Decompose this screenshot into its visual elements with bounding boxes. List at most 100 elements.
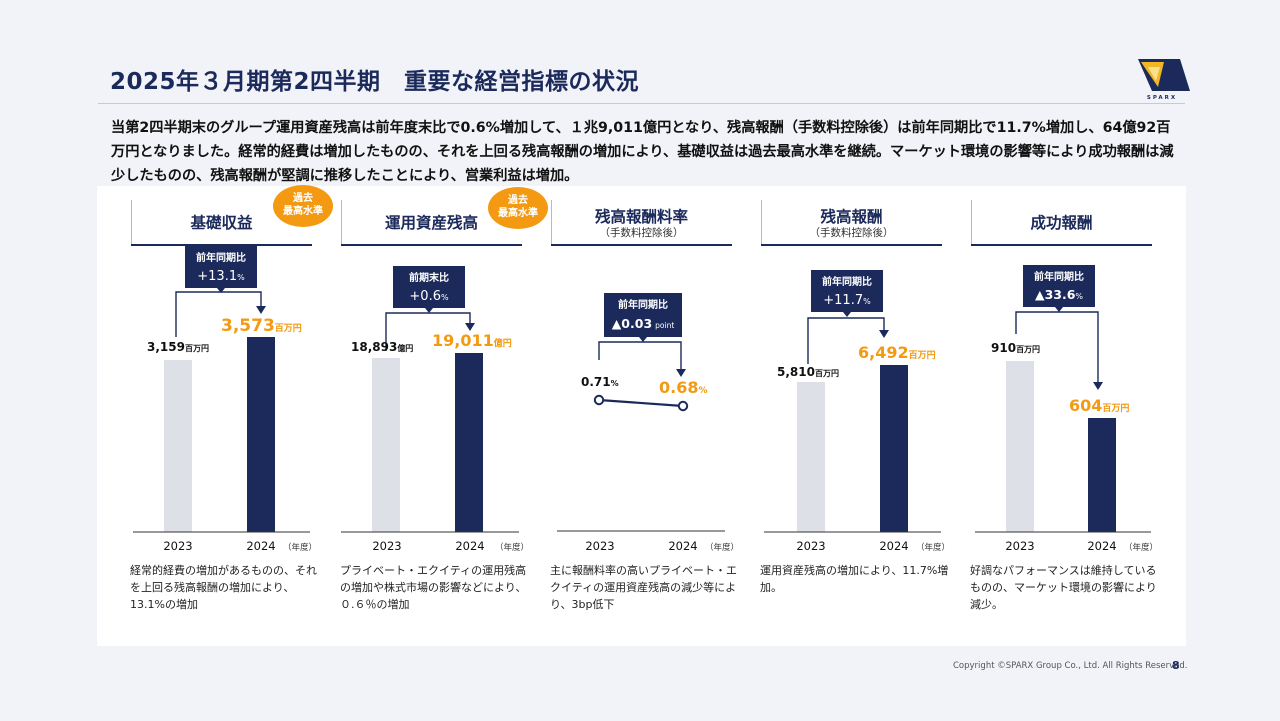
change-unit: %: [863, 297, 871, 306]
unit-2024: 百万円: [909, 350, 936, 361]
card-title: 成功報酬: [1030, 214, 1093, 232]
rate-point-2023: [593, 394, 605, 406]
change-box: [185, 246, 257, 288]
unit-2024: 百万円: [1102, 403, 1129, 414]
change-label: 前年同期比: [822, 275, 872, 288]
arrow-head: [256, 306, 266, 314]
x-label-2024: 2024: [246, 539, 275, 553]
card-note: 運用資産残高の増加により、11.7%増加。: [760, 564, 949, 594]
rate-line: [598, 398, 684, 408]
change-value: ▲0.03: [612, 316, 652, 331]
change-connector: [1015, 311, 1099, 384]
bar-2023: [164, 360, 192, 532]
x-label-2023: 2023: [163, 539, 192, 553]
chart-base-revenue: 前年同期比 +13.1% 3,159百万円 3,573百万円 2023 2024…: [133, 246, 317, 553]
change-unit: %: [441, 293, 449, 302]
card-note: プライベート・エクイティの運用残高の増加や株式市場の影響などにより、０.６％の増…: [340, 564, 527, 611]
card-header: 運用資産残高: [341, 200, 522, 246]
bar-2024: [880, 365, 908, 532]
change-unit: %: [1075, 292, 1083, 301]
fiscal-year-label: （年度）: [705, 542, 739, 553]
kpi-card-performance-fee: 成功報酬 前年同期比 ▲33.6% 910百万円 604百万円 2023 202…: [937, 186, 1158, 646]
page-title: 2025年３月期第2四半期 重要な経営指標の状況: [110, 69, 640, 95]
svg-text:+11.7%: +11.7%: [823, 293, 871, 308]
x-label-2024: 2024: [668, 539, 697, 553]
kpi-card-aum: 運用資産残高 過去 最高水準 前期末比 +0.6% 18,893億円 19,01…: [307, 186, 548, 646]
card-header: 残高報酬料率 （手数料控除後）: [551, 200, 732, 246]
card-subtitle: （手数料控除後）: [599, 227, 684, 239]
value-2024: 0.68: [659, 378, 698, 397]
change-connector: [385, 312, 471, 351]
x-label-2023: 2023: [1005, 539, 1034, 553]
change-box: [393, 266, 465, 308]
value-2024: 604: [1069, 396, 1102, 415]
value-2023: 0.71: [581, 375, 611, 389]
chart-performance-fee: 前年同期比 ▲33.6% 910百万円 604百万円 2023 2024 （年度…: [975, 265, 1158, 553]
rate-point-2024: [677, 400, 689, 412]
svg-text:3,573百万円: 3,573百万円: [221, 316, 302, 336]
change-box: [811, 270, 883, 312]
sparx-logo: SPARX: [1138, 59, 1190, 101]
unit-2023: 億円: [397, 343, 413, 353]
value-2024: 19,011: [432, 331, 494, 350]
value-2023: 3,159: [147, 340, 185, 354]
change-box: [1023, 265, 1095, 307]
card-note: 主に報酬料率の高いプライベート・エクイティの運用資産残高の減少等により、3bp低…: [550, 564, 737, 611]
kpi-card-management-fee: 残高報酬 （手数料控除後） 前年同期比 +11.7% 5,810百万円 6,49…: [727, 186, 950, 646]
card-note: 好調なパフォーマンスは維持しているものの、マーケット環境の影響により減少。: [970, 564, 1157, 611]
unit-2024: 百万円: [275, 323, 302, 334]
change-value: +11.7: [823, 293, 863, 308]
card-title: 基礎収益: [190, 214, 253, 232]
title-divider: [98, 103, 1185, 104]
card-title: 残高報酬料率: [594, 208, 688, 226]
x-label-2024: 2024: [879, 539, 908, 553]
bar-2023: [797, 382, 825, 532]
change-label: 前年同期比: [1034, 270, 1084, 283]
card-note: 経常的経費の増加があるものの、それを上回る残高報酬の増加により、13.1%の増加: [130, 564, 317, 611]
change-value: +0.6: [409, 289, 441, 304]
chart-fee-rate: 前年同期比 ▲0.03 point 0.71% 0.68% 2023 2024 （…: [557, 293, 739, 553]
x-label-2024: 2024: [1087, 539, 1116, 553]
svg-text:19,011億円: 19,011億円: [432, 331, 512, 350]
value-2024: 6,492: [858, 343, 909, 362]
bar-2023: [372, 358, 400, 532]
svg-text:910百万円: 910百万円: [991, 341, 1040, 355]
card-subtitle: （手数料控除後）: [809, 227, 894, 239]
unit-2023: 百万円: [1016, 345, 1040, 354]
unit-2023: %: [611, 379, 619, 388]
unit-2023: 百万円: [185, 344, 209, 353]
svg-text:604百万円: 604百万円: [1069, 396, 1129, 415]
svg-text:▲33.6%: ▲33.6%: [1035, 287, 1083, 302]
change-unit: point: [655, 321, 674, 330]
chart-management-fee: 前年同期比 +11.7% 5,810百万円 6,492百万円 2023 2024…: [764, 270, 950, 553]
svg-text:+0.6%: +0.6%: [409, 289, 449, 304]
fiscal-year-label: （年度）: [495, 542, 529, 553]
fiscal-year-label: （年度）: [283, 542, 317, 553]
x-label-2023: 2023: [372, 539, 401, 553]
change-label: 前期末比: [409, 271, 449, 284]
x-label-2023: 2023: [585, 539, 614, 553]
change-label: 前年同期比: [618, 298, 668, 311]
change-connector: [175, 291, 262, 337]
card-header: 基礎収益: [131, 200, 312, 246]
svg-text:18,893億円: 18,893億円: [351, 340, 413, 354]
unit-2024: 億円: [494, 337, 512, 349]
change-unit: %: [237, 273, 245, 282]
card-header: 残高報酬 （手数料控除後）: [761, 200, 942, 246]
page-number: 8: [1172, 659, 1180, 672]
arrow-head: [879, 330, 889, 338]
card-title: 残高報酬: [820, 208, 883, 226]
bar-2024: [247, 337, 275, 532]
fiscal-year-label: （年度）: [916, 542, 950, 553]
kpi-card-base-revenue: 基礎収益 過去 最高水準 前年同期比 +13.1% 3,159百万円 3,573…: [97, 185, 333, 646]
change-label: 前年同期比: [196, 251, 246, 264]
svg-text:0.71%: 0.71%: [581, 375, 619, 389]
arrow-head: [1093, 382, 1103, 390]
change-value: ▲33.6: [1035, 287, 1076, 302]
value-2023: 18,893: [351, 340, 397, 354]
arrow-head: [465, 323, 475, 331]
x-label-2024: 2024: [455, 539, 484, 553]
kpi-panel: 基礎収益 過去 最高水準 前年同期比 +13.1% 3,159百万円 3,573…: [97, 185, 1186, 646]
card-header: 成功報酬: [971, 200, 1152, 246]
